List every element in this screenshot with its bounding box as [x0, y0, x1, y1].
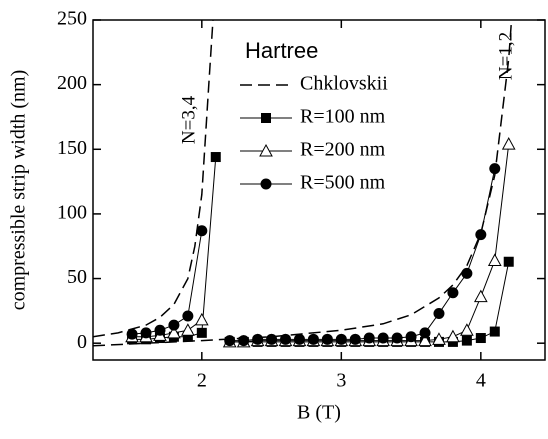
x-tick-label: 4: [476, 370, 486, 392]
legend-label: R=500 nm: [300, 172, 386, 194]
marker: [447, 287, 459, 299]
marker: [280, 333, 292, 345]
marker: [405, 331, 417, 343]
marker: [349, 333, 361, 345]
annotation: N=1,2: [495, 32, 516, 80]
marker: [335, 333, 347, 345]
marker: [501, 137, 516, 150]
legend-label: R=200 nm: [300, 139, 386, 161]
marker: [293, 333, 305, 345]
legend-marker: [259, 143, 273, 157]
marker: [224, 335, 236, 347]
x-tick-label: 2: [197, 370, 207, 392]
marker: [432, 332, 446, 345]
y-tick-label: 250: [57, 8, 87, 30]
marker: [433, 307, 445, 319]
marker: [196, 327, 207, 338]
marker: [475, 333, 486, 344]
marker: [252, 333, 264, 345]
plot-frame: [92, 19, 546, 361]
y-tick-label: 200: [57, 72, 87, 94]
x-axis-label: B (T): [297, 402, 341, 424]
y-axis-label: compressible strip width (nm): [8, 70, 30, 311]
legend-label: R=100 nm: [300, 106, 386, 128]
marker: [182, 331, 193, 342]
marker: [321, 333, 333, 345]
legend-marker: [260, 178, 272, 190]
legend-marker: [261, 113, 271, 123]
y-tick-label: 0: [77, 331, 87, 353]
marker: [210, 152, 221, 163]
marker: [419, 327, 431, 339]
marker: [168, 319, 180, 331]
marker: [154, 324, 166, 336]
marker: [487, 253, 502, 266]
legend-title: Hartree: [245, 38, 318, 63]
plot-area: [93, 20, 516, 348]
x-tick-label: 3: [336, 370, 346, 392]
marker: [475, 229, 487, 241]
marker: [391, 332, 403, 344]
marker: [489, 163, 501, 175]
marker: [446, 329, 460, 343]
marker: [196, 225, 208, 237]
marker: [182, 310, 194, 322]
marker: [167, 325, 181, 339]
marker: [266, 333, 278, 345]
marker: [238, 335, 250, 347]
marker: [181, 323, 195, 336]
marker: [461, 267, 473, 279]
marker: [126, 328, 138, 340]
marker: [194, 312, 209, 326]
marker: [460, 323, 474, 336]
y-tick-label: 150: [57, 137, 87, 159]
marker: [461, 335, 472, 346]
marker: [503, 256, 514, 267]
marker: [473, 289, 488, 303]
marker: [363, 332, 375, 344]
marker: [377, 332, 389, 344]
legend-label: Chklovskii: [300, 73, 388, 95]
marker: [140, 327, 152, 339]
y-tick-label: 100: [57, 202, 87, 224]
annotation: N=3,4: [178, 95, 199, 144]
marker: [489, 326, 500, 337]
y-tick-label: 50: [67, 266, 87, 288]
marker: [307, 333, 319, 345]
marker: [418, 333, 432, 347]
